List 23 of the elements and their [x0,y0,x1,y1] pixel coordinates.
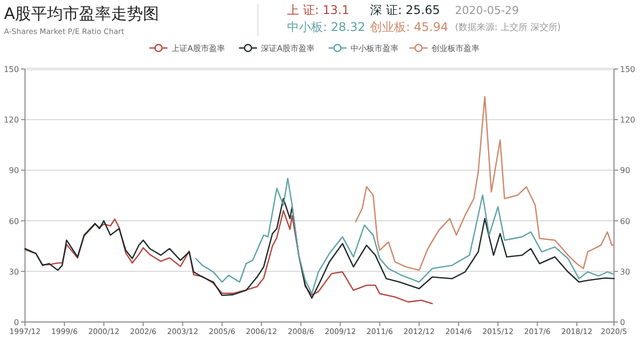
y2-tick-label: 0 [620,318,626,327]
text: 上 证: 13.1 [287,3,350,17]
legend-label: 中小板市盈率 [350,44,398,53]
y2-tick-label: 150 [620,65,636,74]
y-tick-label: 30 [8,267,19,276]
text: (数据来源: 上交所 深交所) [455,22,561,33]
y-tick-label: 150 [4,65,19,74]
legend-label: 上证A股市盈率 [172,44,225,53]
y2-tick-label: 90 [620,166,630,176]
y-tick-label: 0 [14,318,19,327]
text: 2020-05-29 [455,4,519,17]
y-tick-label: 60 [8,216,19,226]
text: 深 证: 25.65 [370,3,440,17]
text: 中小板: 28.32 [287,20,366,34]
legend-label: 创业板市盈率 [432,44,480,53]
y-tick-label: 120 [4,116,19,125]
y2-tick-label: 120 [620,116,636,125]
y2-tick-label: 30 [620,267,630,276]
legend-label: 深证A股市盈率 [261,44,314,53]
y2-tick-label: 60 [620,216,630,226]
chart-title: A股平均市盈率走势图 [4,4,159,23]
text: 创业板: 45.94 [370,20,448,34]
y-tick-label: 90 [8,166,19,176]
